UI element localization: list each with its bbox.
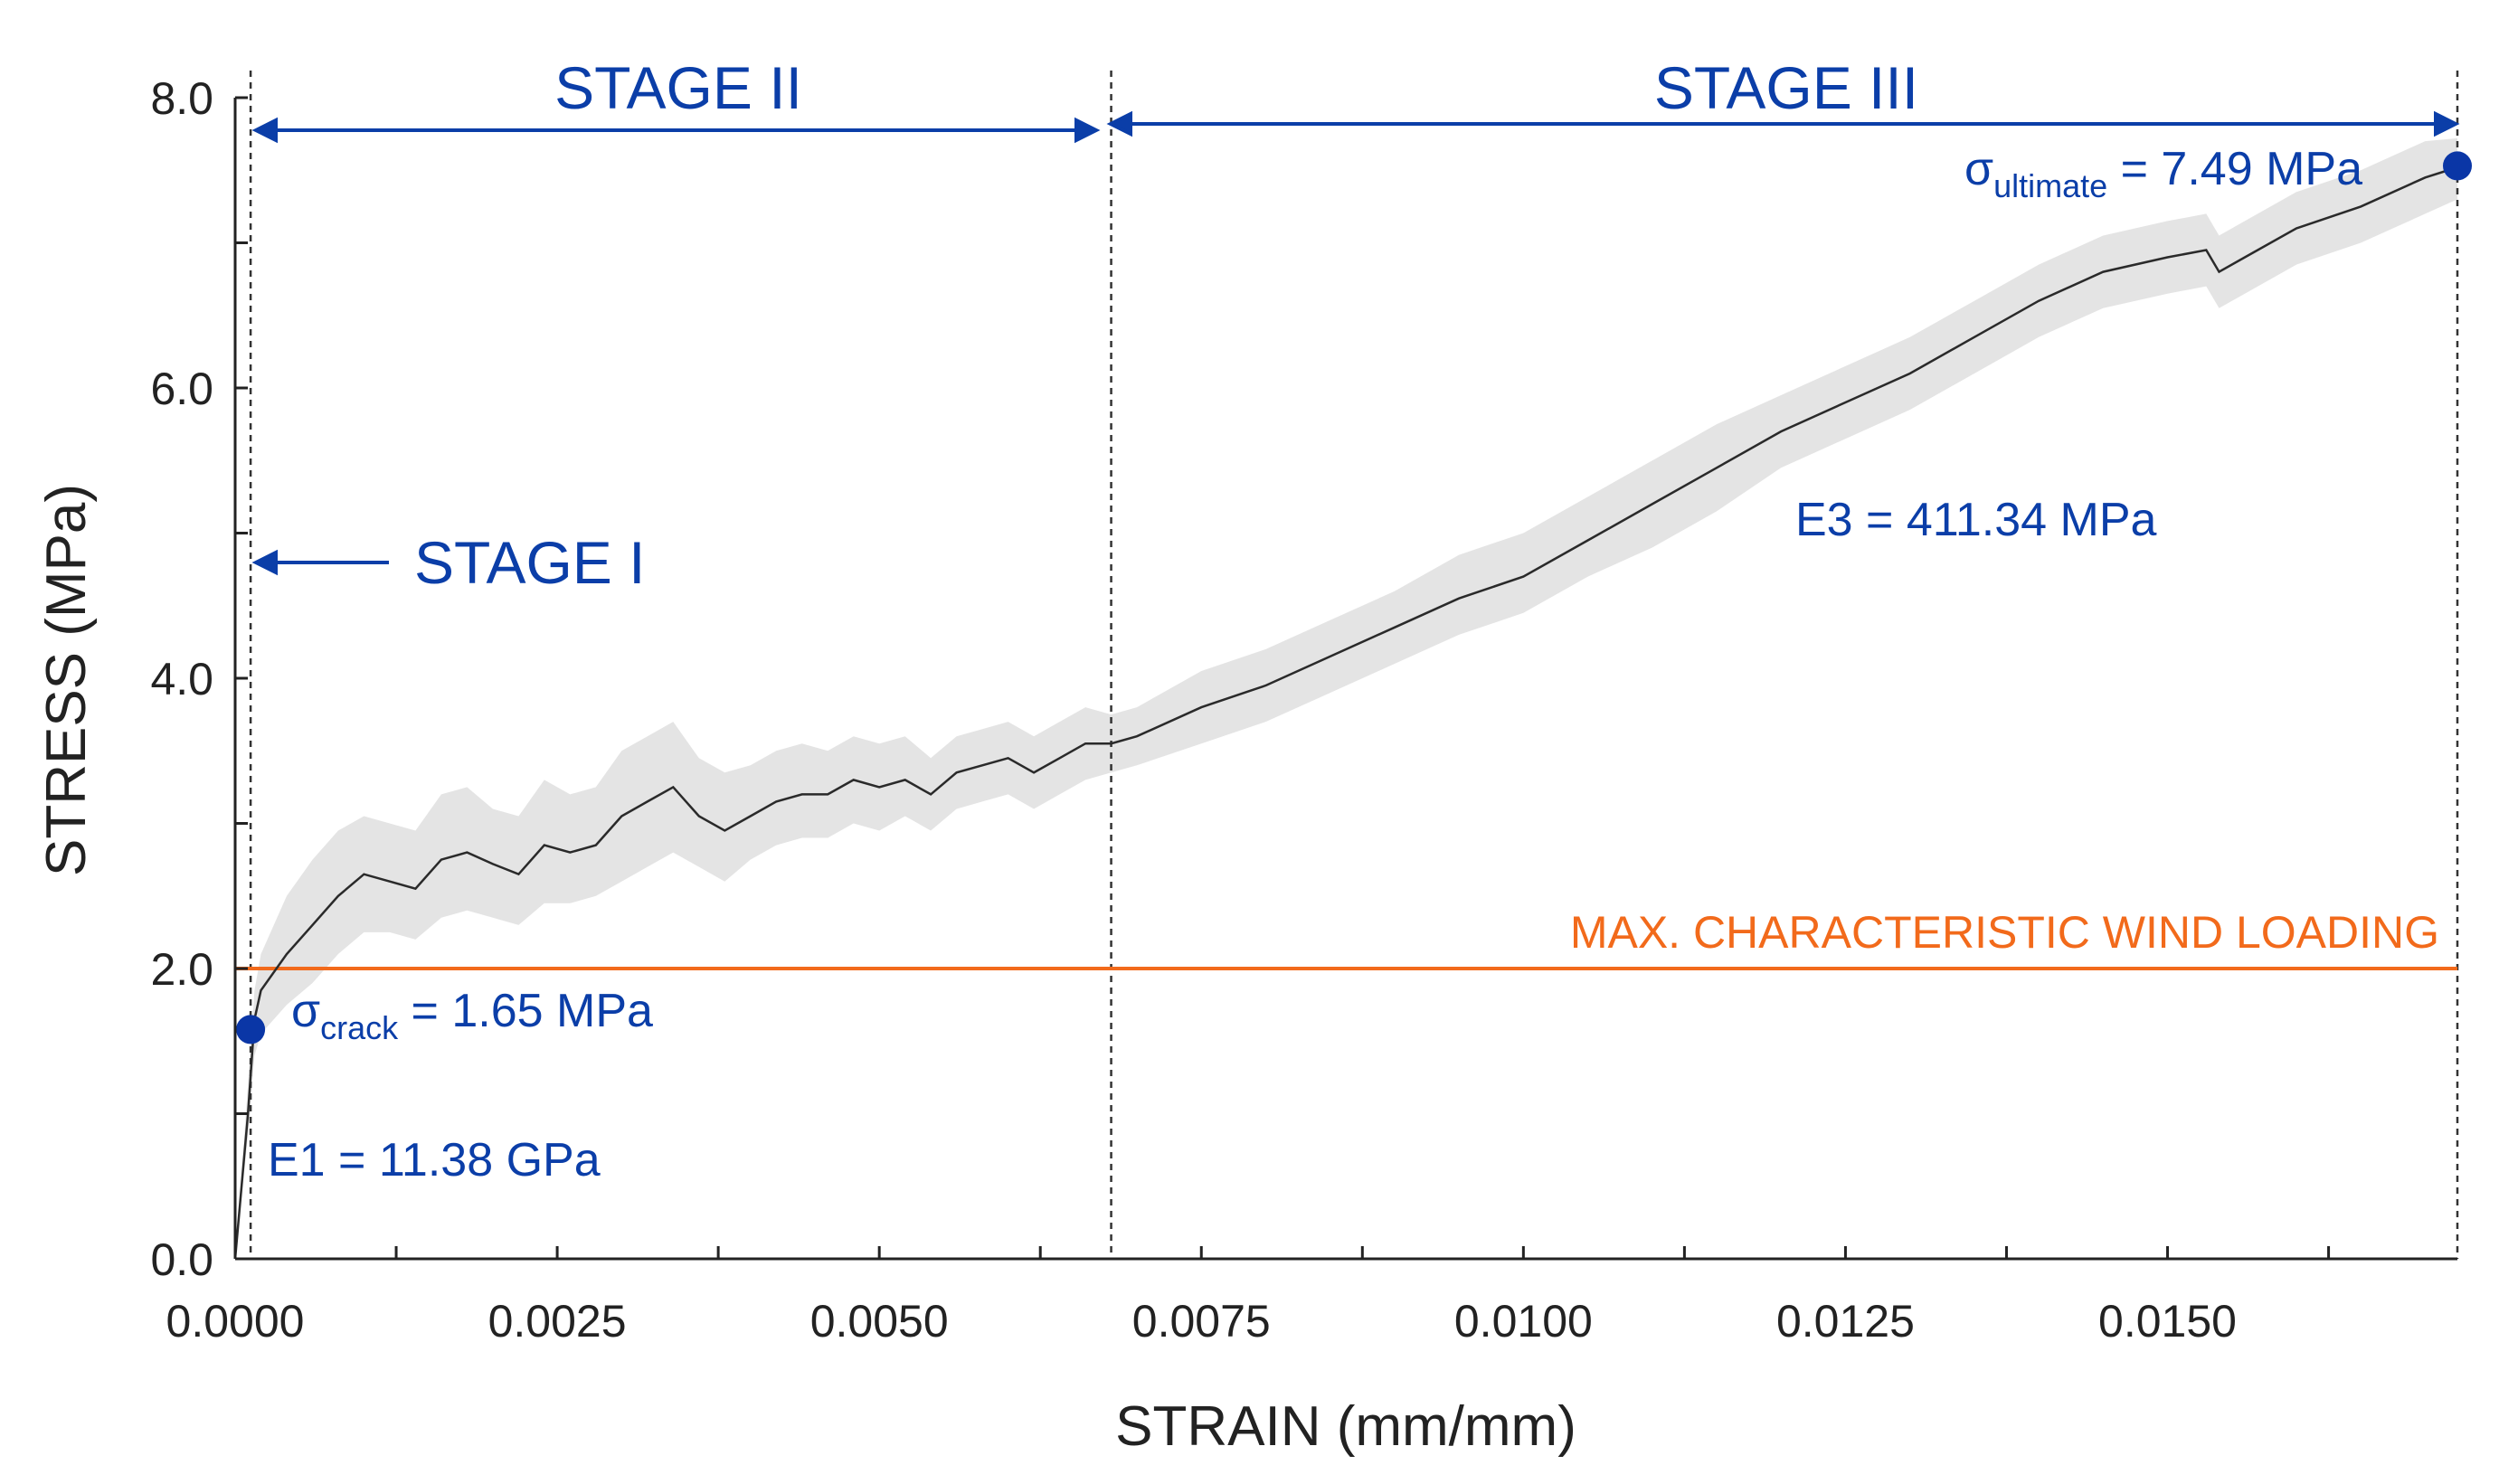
stage2-arrow-left-head [251,117,278,144]
stage2-arrow-right-head [1074,117,1101,144]
stage-arrows [251,110,2460,576]
y-tick-label: 6.0 [150,364,213,414]
axes: 0.0000 0.0025 0.0050 0.0075 0.0100 0.0125 0.01… [150,73,2457,1347]
crack-value: = 1.65 MPa [398,985,653,1037]
crack-annotation: σcrack = 1.65 MPa [291,985,653,1046]
crack-sigma: σ [291,985,320,1037]
y-tick-label: 2.0 [150,944,213,995]
scatter-range-band [235,137,2457,1259]
x-axis-title: STRAIN (mm/mm) [1115,1395,1576,1458]
wind-loading-label: MAX. CHARACTERISTIC WIND LOADING [1570,907,2439,958]
stage1-label: STAGE I [414,529,646,596]
x-tick-label: 0.0050 [810,1296,949,1347]
x-tick-label: 0.0125 [1776,1296,1915,1347]
ultimate-value: = 7.49 MPa [2107,143,2362,195]
stage3-arrow-left-head [1106,110,1132,137]
stage2-label: STAGE II [554,54,802,121]
stage3-arrow-right-head [2434,110,2460,137]
y-tick-label: 4.0 [150,654,213,704]
crack-point [236,1015,266,1044]
ultimate-annotation: σultimate = 7.49 MPa [1964,143,2362,204]
e1-annotation: E1 = 11.38 GPa [268,1134,601,1186]
x-tick-label: 0.0075 [1132,1296,1271,1347]
ultimate-sigma: σ [1964,143,1993,195]
x-tick-label: 0.0025 [488,1296,627,1347]
y-tick-label: 8.0 [150,73,213,124]
x-tick-label: 0.0000 [166,1296,305,1347]
e3-annotation: E3 = 411.34 MPa [1795,494,2157,546]
ultimate-point [2443,151,2472,181]
crack-subscript: crack [320,1009,399,1046]
stage3-label: STAGE III [1654,54,1918,121]
plot-band-layer [235,137,2457,1259]
y-axis-title: STRESS (MPa) [35,484,98,876]
y-ticks: 0.0 2.0 4.0 6.0 8.0 [150,73,248,1285]
ultimate-subscript: ultimate [1993,167,2107,204]
x-tick-label: 0.0150 [2098,1296,2237,1347]
y-tick-label: 0.0 [150,1234,213,1285]
stage1-arrow-head [251,549,278,576]
mean-stress-curve [233,165,2458,1260]
x-tick-label: 0.0100 [1454,1296,1593,1347]
x-ticks: 0.0000 0.0025 0.0050 0.0075 0.0100 0.0125 0.01… [166,1246,2331,1347]
